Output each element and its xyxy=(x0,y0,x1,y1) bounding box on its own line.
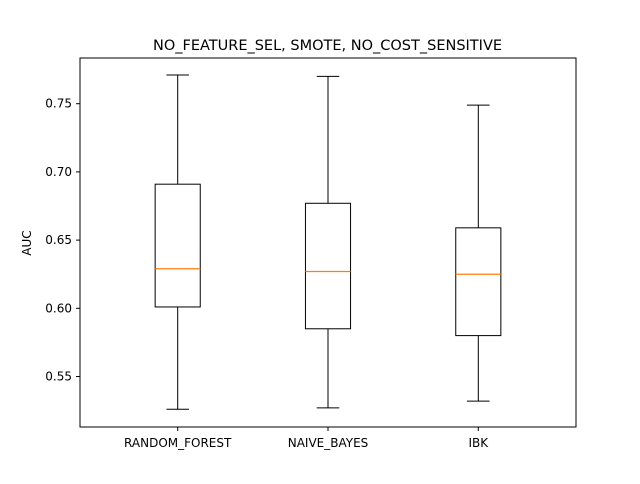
interquartile-box xyxy=(455,227,502,337)
y-tick-label: 0.65 xyxy=(45,233,72,247)
box-ibk xyxy=(455,104,502,402)
y-tick-label: 0.60 xyxy=(45,301,72,315)
y-tick-label: 0.55 xyxy=(45,370,72,384)
y-axis: 0.55 0.60 0.65 0.70 0.75 xyxy=(45,97,80,384)
x-tick-label: IBK xyxy=(468,436,489,450)
x-axis: RANDOM_FOREST NAIVE_BAYES IBK xyxy=(124,427,489,450)
interquartile-box xyxy=(304,202,352,330)
box-naive-bayes xyxy=(304,75,352,409)
interquartile-box xyxy=(154,183,201,308)
x-tick-label: RANDOM_FOREST xyxy=(124,436,232,450)
box-series xyxy=(154,74,502,410)
chart-title: NO_FEATURE_SEL, SMOTE, NO_COST_SENSITIVE xyxy=(153,38,502,54)
y-tick-label: 0.70 xyxy=(45,165,72,179)
x-tick-label: NAIVE_BAYES xyxy=(288,436,369,450)
y-tick-label: 0.75 xyxy=(45,97,72,111)
box-random-forest xyxy=(154,74,201,410)
y-axis-label: AUC xyxy=(20,230,34,255)
